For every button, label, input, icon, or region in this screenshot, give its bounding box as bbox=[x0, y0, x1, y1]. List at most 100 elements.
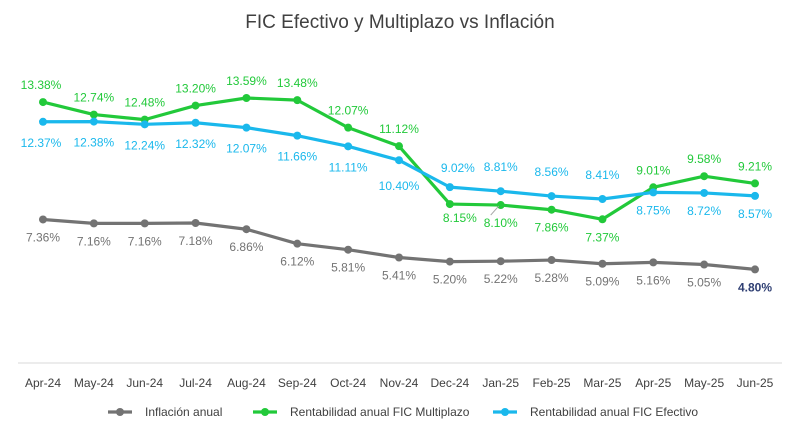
data-point bbox=[598, 215, 607, 224]
legend-label: Inflación anual bbox=[145, 405, 222, 419]
x-tick-label: Nov-24 bbox=[380, 376, 419, 390]
data-point bbox=[293, 96, 302, 105]
data-point bbox=[242, 93, 251, 102]
x-tick-label: Apr-25 bbox=[635, 376, 671, 390]
data-label: 12.38% bbox=[74, 136, 115, 150]
x-tick-label: Sep-24 bbox=[278, 376, 317, 390]
data-label: 12.07% bbox=[226, 142, 267, 156]
data-point bbox=[496, 201, 505, 210]
data-point bbox=[344, 245, 353, 254]
data-point bbox=[547, 205, 556, 214]
data-label: 11.66% bbox=[277, 150, 317, 164]
x-tick-label: Jan-25 bbox=[482, 376, 519, 390]
data-point bbox=[700, 172, 709, 181]
leader-line bbox=[490, 205, 500, 216]
data-label: 12.07% bbox=[328, 104, 369, 118]
data-point bbox=[293, 131, 302, 140]
legend-swatch-marker bbox=[261, 408, 269, 416]
data-point bbox=[445, 183, 454, 192]
data-point bbox=[395, 142, 403, 151]
data-point bbox=[496, 257, 505, 266]
data-label: 5.22% bbox=[484, 272, 518, 286]
data-point bbox=[751, 179, 759, 188]
data-label: 12.24% bbox=[124, 138, 165, 152]
data-label: 7.18% bbox=[179, 234, 213, 248]
data-label: 11.12% bbox=[379, 122, 419, 136]
series-layer bbox=[39, 93, 759, 274]
legend-item: Inflación anual bbox=[108, 405, 222, 419]
data-point bbox=[191, 101, 200, 110]
data-label: 11.11% bbox=[329, 160, 368, 174]
data-label: 8.81% bbox=[484, 160, 518, 174]
x-tick-label: Oct-24 bbox=[330, 376, 366, 390]
data-label: 13.20% bbox=[175, 82, 216, 96]
data-label: 5.16% bbox=[636, 273, 670, 287]
data-label: 7.36% bbox=[26, 230, 60, 244]
data-label: 6.86% bbox=[229, 240, 263, 254]
data-label: 8.15% bbox=[443, 211, 477, 225]
data-label: 8.56% bbox=[535, 165, 569, 179]
data-label: 7.16% bbox=[128, 234, 162, 248]
data-label: 9.02% bbox=[441, 161, 475, 175]
data-point bbox=[598, 259, 607, 268]
data-point bbox=[700, 260, 709, 269]
data-point bbox=[39, 117, 47, 126]
data-label: 5.09% bbox=[585, 275, 619, 289]
data-label: 10.40% bbox=[379, 179, 420, 193]
data-label: 8.75% bbox=[636, 203, 670, 217]
data-point bbox=[89, 110, 98, 119]
data-point bbox=[751, 265, 759, 274]
data-labels: 7.36% 7.16% 7.16% 7.18% 6.86% 6.12% 5.81% 5.41%… bbox=[21, 74, 773, 294]
legend-item: Rentabilidad anual FIC Efectivo bbox=[493, 405, 698, 419]
data-point bbox=[395, 156, 403, 165]
data-point bbox=[395, 253, 403, 262]
data-label: 6.12% bbox=[280, 255, 314, 269]
data-point bbox=[700, 188, 709, 197]
data-label: 5.41% bbox=[382, 269, 416, 283]
data-point bbox=[598, 195, 607, 204]
data-point bbox=[39, 98, 47, 107]
data-label: 12.32% bbox=[175, 137, 216, 151]
data-point bbox=[496, 187, 505, 196]
x-tick-label: Jul-24 bbox=[179, 376, 212, 390]
legend-item: Rentabilidad anual FIC Multiplazo bbox=[253, 405, 470, 419]
data-label: 5.05% bbox=[687, 276, 721, 290]
legend-swatch-marker bbox=[501, 408, 509, 416]
data-point bbox=[751, 191, 759, 200]
x-tick-label: Mar-25 bbox=[583, 376, 621, 390]
x-tick-label: Aug-24 bbox=[227, 376, 266, 390]
data-point bbox=[649, 258, 658, 267]
data-label: 5.28% bbox=[535, 271, 569, 285]
data-label: 13.59% bbox=[226, 74, 267, 88]
data-point bbox=[242, 123, 251, 132]
legend-label: Rentabilidad anual FIC Efectivo bbox=[530, 405, 698, 419]
data-label: 9.58% bbox=[687, 152, 721, 166]
data-point bbox=[140, 219, 149, 228]
data-label: 9.21% bbox=[738, 159, 772, 173]
data-point bbox=[547, 192, 556, 201]
data-label: 13.38% bbox=[21, 78, 62, 92]
data-point bbox=[344, 142, 353, 151]
x-tick-label: May-25 bbox=[684, 376, 724, 390]
data-label: 8.10% bbox=[484, 216, 518, 230]
data-point bbox=[191, 118, 200, 127]
series-2 bbox=[39, 93, 759, 224]
data-label: 12.48% bbox=[124, 96, 165, 110]
data-label: 7.86% bbox=[535, 221, 569, 235]
data-point bbox=[293, 239, 302, 248]
data-point bbox=[242, 225, 251, 234]
data-point bbox=[89, 219, 98, 228]
data-point bbox=[649, 188, 658, 197]
data-label: 7.37% bbox=[585, 230, 619, 244]
data-label: 5.20% bbox=[433, 273, 467, 287]
data-label: 8.57% bbox=[738, 207, 772, 221]
chart-title: FIC Efectivo y Multiplazo vs Inflación bbox=[245, 12, 555, 33]
x-axis: Apr-24 May-24 Jun-24 Jul-24 Aug-24 Sep-24 Oct-… bbox=[18, 362, 782, 390]
data-point bbox=[547, 256, 556, 265]
data-label: 8.41% bbox=[585, 168, 619, 182]
data-label: 7.16% bbox=[77, 234, 111, 248]
data-label: 5.81% bbox=[331, 261, 365, 275]
x-tick-label: Apr-24 bbox=[25, 376, 61, 390]
